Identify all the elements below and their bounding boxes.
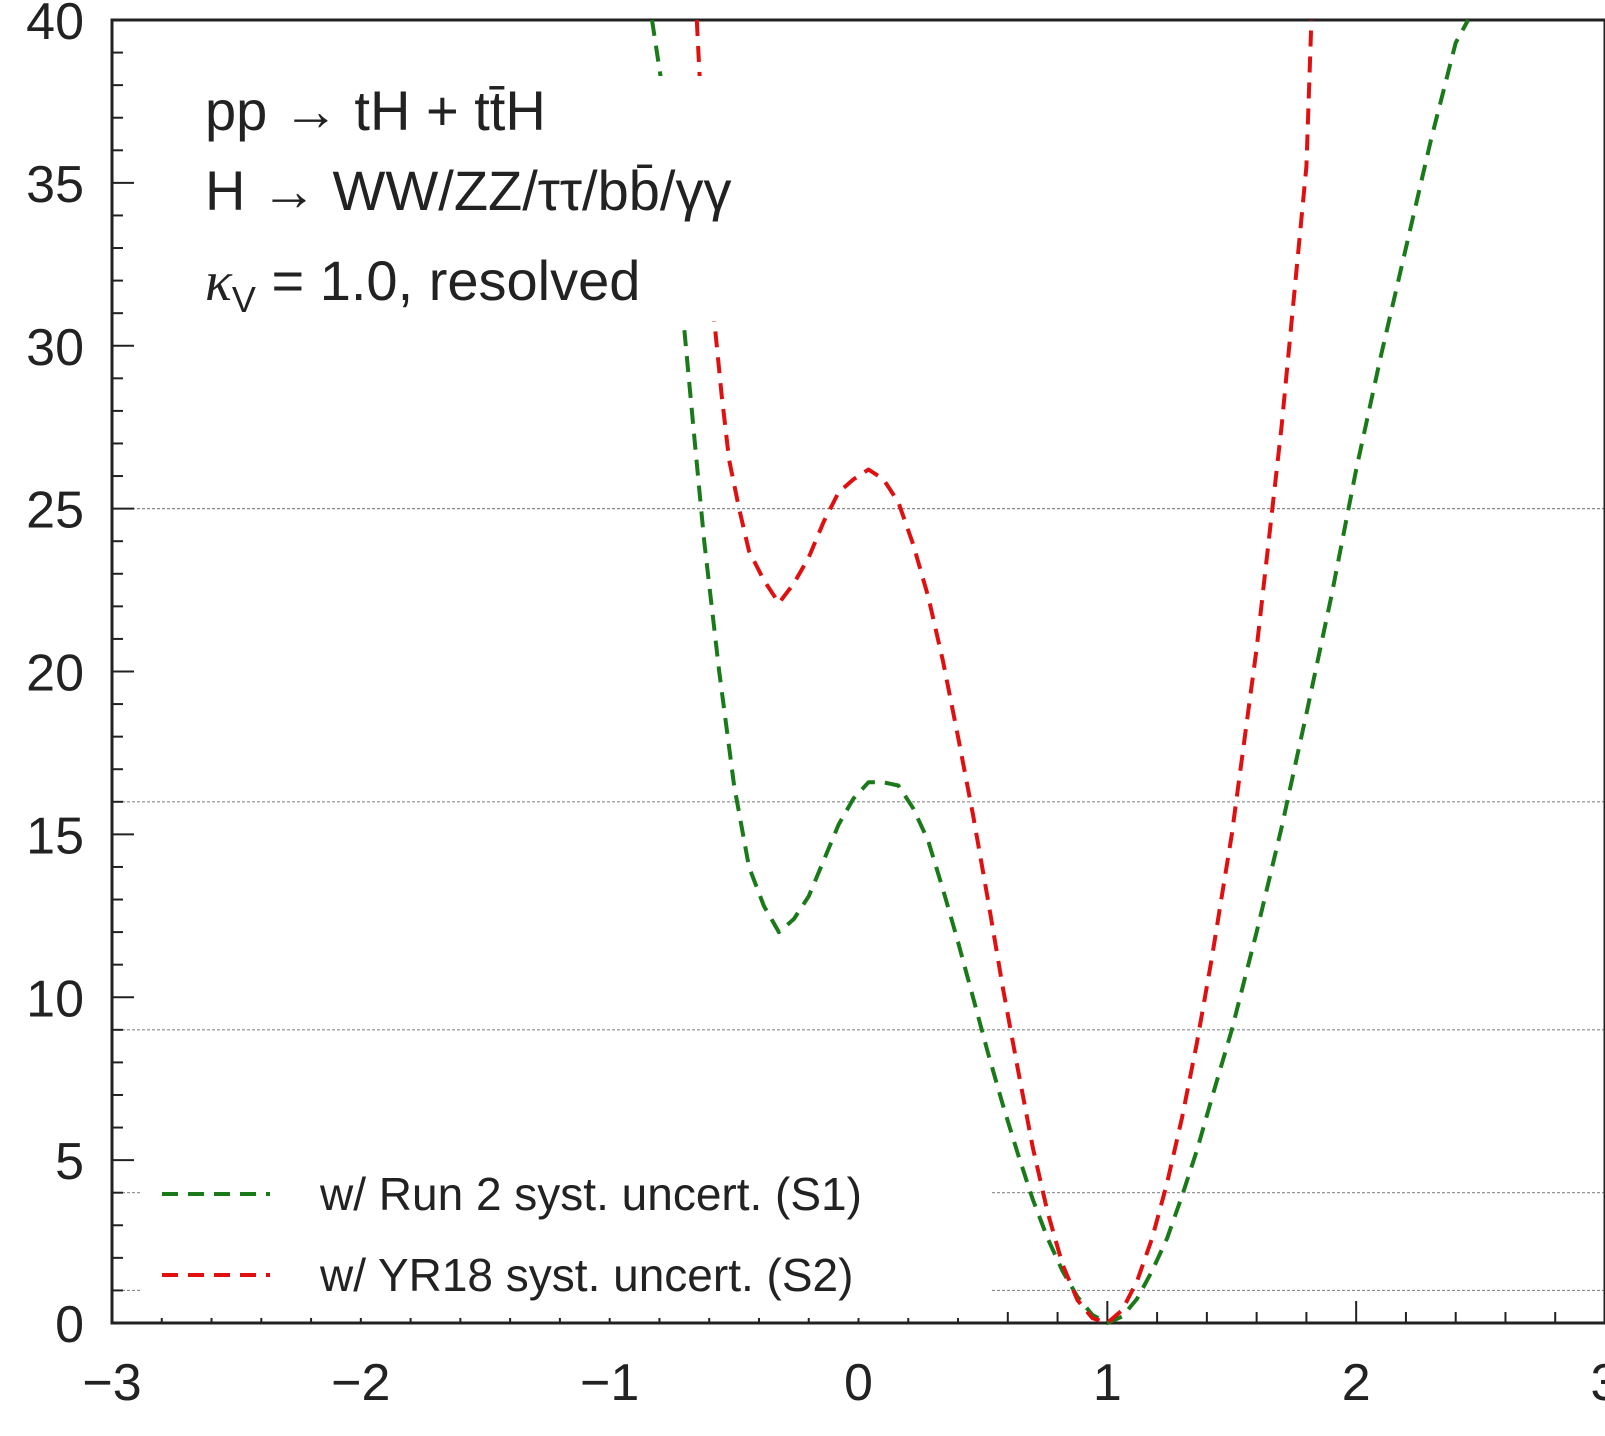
series-layer (650, 19, 1470, 1325)
x-tick-label: 1 (1093, 1354, 1122, 1412)
y-tick-label: 5 (55, 1133, 84, 1191)
tick-labels: 0 5 10 15 20 25 30 35 40 −3 −2 −1 0 1 2 3 (26, 0, 1605, 1412)
kappa-symbol: κ (205, 251, 233, 313)
x-tick-label: −3 (82, 1354, 141, 1412)
x-tick-label: −1 (580, 1354, 639, 1412)
plot-frame (110, 18, 1605, 1325)
y-tick-label: 0 (55, 1296, 84, 1354)
kappa-value-text: = 1.0, resolved (256, 249, 640, 312)
x-tick-label: 0 (844, 1354, 873, 1412)
legend-label-s1: w/ Run 2 syst. uncert. (S1) (319, 1168, 862, 1220)
y-tick-label: 25 (26, 482, 84, 540)
kappa-subscript: V (232, 279, 256, 320)
y-tick-label: 40 (26, 0, 84, 51)
series-line-s1 (650, 19, 1470, 1325)
legend-background (140, 1138, 990, 1318)
legend: w/ Run 2 syst. uncert. (S1) w/ YR18 syst… (140, 1138, 990, 1318)
x-tick-label: −2 (331, 1354, 390, 1412)
legend-label-s2: w/ YR18 syst. uncert. (S2) (319, 1249, 853, 1301)
y-tick-label: 15 (26, 807, 84, 865)
annotation-decays: H → WW/ZZ/ττ/bb̄/γγ (205, 159, 731, 222)
x-tick-label: 2 (1342, 1354, 1371, 1412)
annotation-background (195, 76, 740, 321)
x-tick-label: 3 (1591, 1354, 1605, 1412)
y-tick-label: 35 (26, 156, 84, 214)
annotation-process: pp → tH + tt̄H (205, 79, 546, 142)
y-tick-label: 30 (26, 319, 84, 377)
y-tick-label: 20 (26, 645, 84, 703)
series-line-s2 (694, 19, 1314, 1325)
annotation-kappa: κV = 1.0, resolved (205, 249, 640, 320)
y-tick-label: 10 (26, 970, 84, 1028)
